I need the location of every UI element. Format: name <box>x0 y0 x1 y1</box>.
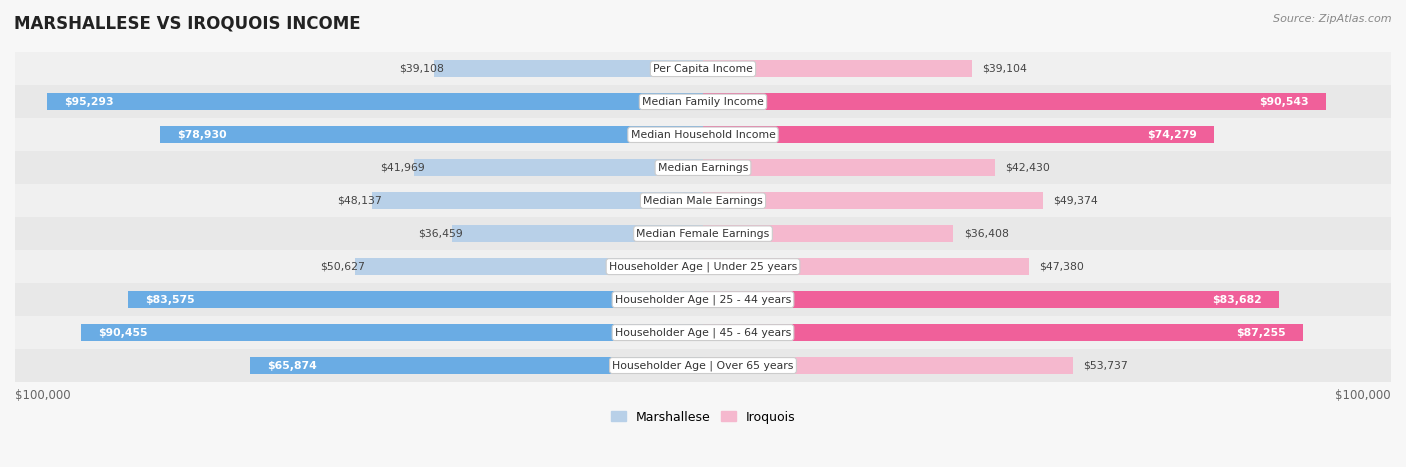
Text: Householder Age | Under 25 years: Householder Age | Under 25 years <box>609 262 797 272</box>
Bar <box>703 93 1326 110</box>
Text: $42,430: $42,430 <box>1005 163 1050 173</box>
Bar <box>703 291 1278 308</box>
Bar <box>703 60 972 78</box>
Text: $50,627: $50,627 <box>321 262 366 272</box>
Legend: Marshallese, Iroquois: Marshallese, Iroquois <box>606 405 800 429</box>
Text: $100,000: $100,000 <box>15 389 70 402</box>
Text: $83,682: $83,682 <box>1212 295 1261 304</box>
Bar <box>703 258 1029 275</box>
Text: $39,108: $39,108 <box>399 64 444 74</box>
Bar <box>15 118 1391 151</box>
Text: $83,575: $83,575 <box>145 295 195 304</box>
Text: Source: ZipAtlas.com: Source: ZipAtlas.com <box>1274 14 1392 24</box>
Text: $53,737: $53,737 <box>1083 361 1128 370</box>
Bar <box>15 52 1391 85</box>
Bar <box>48 93 703 110</box>
Bar <box>703 357 1073 374</box>
Bar <box>15 283 1391 316</box>
Bar <box>703 159 995 177</box>
Text: $90,455: $90,455 <box>98 327 148 338</box>
Bar <box>354 258 703 275</box>
Bar <box>15 250 1391 283</box>
Bar <box>703 126 1213 143</box>
Bar <box>703 225 953 242</box>
Text: $100,000: $100,000 <box>1336 389 1391 402</box>
Text: $36,408: $36,408 <box>963 229 1008 239</box>
Text: $95,293: $95,293 <box>65 97 114 107</box>
Text: $39,104: $39,104 <box>983 64 1028 74</box>
Text: Householder Age | 45 - 64 years: Householder Age | 45 - 64 years <box>614 327 792 338</box>
Text: Householder Age | Over 65 years: Householder Age | Over 65 years <box>612 361 794 371</box>
Text: MARSHALLESE VS IROQUOIS INCOME: MARSHALLESE VS IROQUOIS INCOME <box>14 14 361 32</box>
Text: Per Capita Income: Per Capita Income <box>652 64 754 74</box>
Bar <box>703 324 1303 341</box>
Bar <box>371 192 703 209</box>
Bar <box>250 357 703 374</box>
Text: Median Earnings: Median Earnings <box>658 163 748 173</box>
Bar <box>453 225 703 242</box>
Bar <box>15 217 1391 250</box>
Text: $48,137: $48,137 <box>337 196 382 206</box>
Text: Median Male Earnings: Median Male Earnings <box>643 196 763 206</box>
Bar <box>80 324 703 341</box>
Bar <box>15 349 1391 382</box>
Text: $36,459: $36,459 <box>418 229 463 239</box>
Text: $90,543: $90,543 <box>1260 97 1309 107</box>
Bar <box>128 291 703 308</box>
Bar <box>434 60 703 78</box>
Text: $87,255: $87,255 <box>1236 327 1286 338</box>
Text: Householder Age | 25 - 44 years: Householder Age | 25 - 44 years <box>614 294 792 305</box>
Text: $47,380: $47,380 <box>1039 262 1084 272</box>
Bar <box>160 126 703 143</box>
Bar <box>415 159 703 177</box>
Text: Median Household Income: Median Household Income <box>630 130 776 140</box>
Bar <box>703 192 1043 209</box>
Bar <box>15 184 1391 217</box>
Text: $49,374: $49,374 <box>1053 196 1098 206</box>
Bar <box>15 151 1391 184</box>
Text: Median Female Earnings: Median Female Earnings <box>637 229 769 239</box>
Text: $65,874: $65,874 <box>267 361 316 370</box>
Text: $41,969: $41,969 <box>380 163 425 173</box>
Text: $74,279: $74,279 <box>1147 130 1197 140</box>
Text: $78,930: $78,930 <box>177 130 226 140</box>
Text: Median Family Income: Median Family Income <box>643 97 763 107</box>
Bar <box>15 316 1391 349</box>
Bar <box>15 85 1391 118</box>
